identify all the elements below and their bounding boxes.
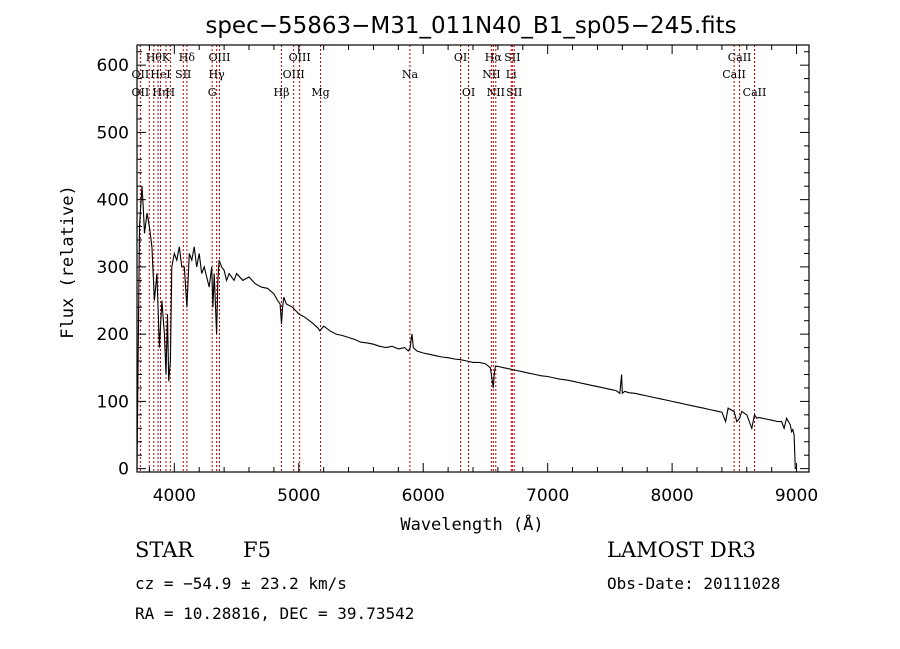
x-tick-label: 4000 — [153, 486, 196, 506]
spectral-line-label: Hγ — [209, 68, 226, 81]
spectral-line-label: SII — [506, 86, 522, 99]
spectral-subclass: F5 — [243, 538, 271, 562]
spectral-line-label: H — [166, 86, 176, 99]
spectral-line-label: OIII — [208, 51, 230, 64]
spectral-line-label: Hα — [485, 51, 503, 64]
y-tick-label: 200 — [97, 325, 129, 345]
spectral-line-label: CaII — [722, 68, 746, 81]
spectral-line-label: Hβ — [274, 86, 290, 99]
spectral-line-label: CaII — [728, 51, 752, 64]
spectral-line-label: K — [162, 51, 171, 64]
obs-date: Obs-Date: 20111028 — [607, 574, 781, 593]
chart-title: spec−55863−M31_011N40_B1_sp05−245.fits — [205, 13, 736, 39]
spectral-line-label: Hδ — [179, 51, 196, 64]
x-tick-label: 6000 — [402, 486, 445, 506]
x-tick-label: 8000 — [650, 486, 693, 506]
spectral-line-label: CaII — [743, 86, 767, 99]
spectral-line-label: NII — [482, 68, 500, 81]
redshift-cz: cz = −54.9 ± 23.2 km/s — [135, 574, 347, 593]
spectral-line-label: OI — [462, 86, 475, 99]
y-axis-label: Flux (relative) — [58, 185, 78, 339]
coordinates: RA = 10.28816, DEC = 39.73542 — [135, 604, 415, 623]
survey-name: LAMOST DR3 — [607, 538, 756, 562]
spectral-line-label: Hη — [152, 86, 168, 99]
spectral-line-label: Hθ — [146, 51, 163, 64]
spectral-line-label: OIII — [283, 68, 305, 81]
y-tick-label: 600 — [97, 56, 129, 76]
spectrum-line — [136, 186, 797, 470]
spectral-line-label: OIII — [289, 51, 311, 64]
line-labels: OIIOIIHθHeIHηKHSIIHδGHγOIIIHβOIIIOIIIMgN… — [132, 51, 767, 99]
line-markers — [139, 45, 755, 472]
spectral-line-label: OI — [454, 51, 467, 64]
spectral-line-label: NII — [487, 86, 505, 99]
spectral-line-label: OII — [132, 68, 150, 81]
x-tick-label: 5000 — [277, 486, 320, 506]
spectral-line-label: Na — [402, 68, 419, 81]
spectral-line-label: Li — [506, 68, 517, 81]
spectral-line-label: G — [208, 86, 217, 99]
spectral-line-label: SII — [504, 51, 520, 64]
y-axis: 0 100 200 300 400 500 600 — [97, 51, 809, 480]
y-tick-label: 100 — [97, 392, 129, 412]
y-tick-label: 0 — [118, 460, 129, 480]
spectral-line-label: HeI — [150, 68, 170, 81]
spectral-line-label: Mg — [311, 86, 329, 99]
object-class: STAR — [135, 538, 194, 562]
y-tick-label: 500 — [97, 123, 129, 143]
x-tick-label: 9000 — [775, 486, 818, 506]
y-tick-label: 400 — [97, 191, 129, 211]
spectral-line-label: SII — [175, 68, 191, 81]
x-tick-label: 7000 — [526, 486, 569, 506]
x-axis-label: Wavelength (Å) — [400, 513, 543, 535]
plot-frame — [136, 44, 810, 473]
x-axis: 4000 5000 6000 7000 8000 9000 — [148, 45, 818, 506]
y-tick-label: 300 — [97, 258, 129, 278]
